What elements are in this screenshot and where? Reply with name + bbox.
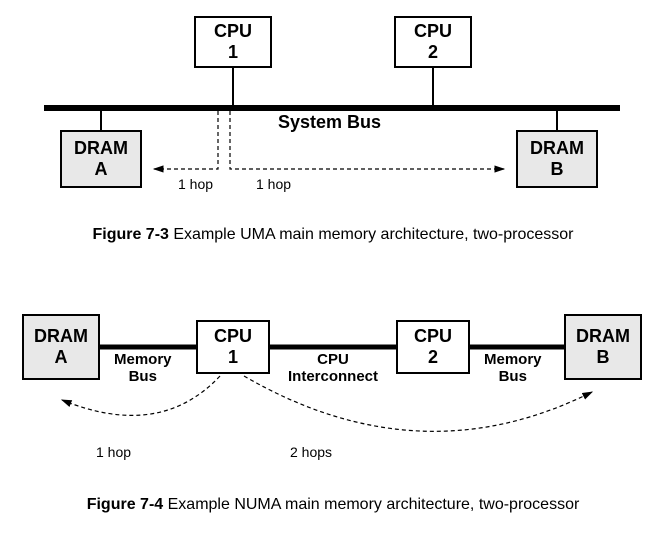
numa-cpu1-l2: 1 — [228, 347, 238, 368]
uma-cpu2-l2: 2 — [428, 42, 438, 63]
uma-dramA-l1: DRAM — [74, 138, 128, 159]
uma-hop1-label: 1 hop — [178, 176, 213, 192]
numa-dramB: DRAM B — [564, 314, 642, 380]
numa-hop2-label: 2 hops — [290, 444, 332, 460]
numa-dramA-l1: DRAM — [34, 326, 88, 347]
uma-hop1-path — [154, 111, 218, 169]
numa-membus-left-label: Memory Bus — [114, 352, 172, 385]
uma-cpu1: CPU 1 — [194, 16, 272, 68]
uma-caption: Figure 7-3 Example UMA main memory archi… — [0, 226, 666, 244]
numa-caption-rest: Example NUMA main memory architecture, t… — [163, 496, 579, 513]
numa-cpu2-l1: CPU — [414, 326, 452, 347]
uma-cpu1-l2: 1 — [228, 42, 238, 63]
numa-cpu2-l2: 2 — [428, 347, 438, 368]
numa-dramB-l1: DRAM — [576, 326, 630, 347]
uma-caption-rest: Example UMA main memory architecture, tw… — [169, 226, 574, 243]
uma-cpu2-l1: CPU — [414, 21, 452, 42]
uma-caption-bold: Figure 7-3 — [92, 226, 168, 243]
numa-dramA-l2: A — [55, 347, 68, 368]
system-bus-label: System Bus — [278, 112, 381, 133]
numa-caption: Figure 7-4 Example NUMA main memory arch… — [0, 496, 666, 514]
uma-dramA-l2: A — [95, 159, 108, 180]
uma-cpu1-l1: CPU — [214, 21, 252, 42]
numa-membus-right-label: Memory Bus — [484, 352, 542, 385]
numa-cpu1: CPU 1 — [196, 320, 270, 374]
numa-interconnect-label: CPU Interconnect — [288, 352, 378, 385]
uma-dramB-l2: B — [551, 159, 564, 180]
uma-dramB-l1: DRAM — [530, 138, 584, 159]
numa-dramB-l2: B — [597, 347, 610, 368]
numa-caption-bold: Figure 7-4 — [87, 496, 163, 513]
uma-cpu2: CPU 2 — [394, 16, 472, 68]
uma-dramB: DRAM B — [516, 130, 598, 188]
uma-hop2-label: 1 hop — [256, 176, 291, 192]
numa-dramA: DRAM A — [22, 314, 100, 380]
diagram-canvas: CPU 1 CPU 2 DRAM A DRAM B System Bus 1 h… — [0, 0, 666, 535]
numa-hop1-label: 1 hop — [96, 444, 131, 460]
numa-cpu1-l1: CPU — [214, 326, 252, 347]
numa-cpu2: CPU 2 — [396, 320, 470, 374]
uma-dramA: DRAM A — [60, 130, 142, 188]
